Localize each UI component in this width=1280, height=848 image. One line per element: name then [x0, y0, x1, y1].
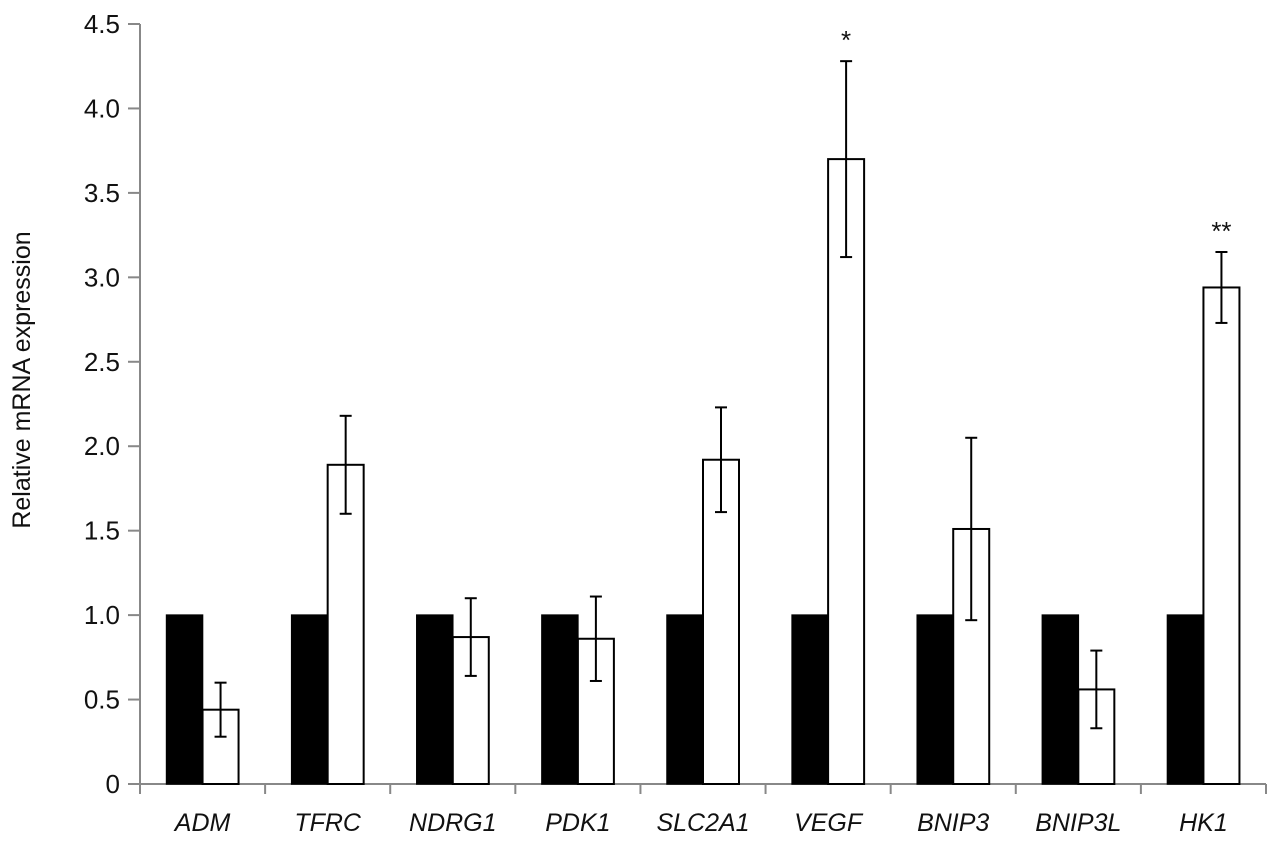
x-category-label: SLC2A1 — [656, 809, 749, 837]
x-category-label: ADM — [173, 809, 231, 837]
y-tick-label: 2.0 — [84, 431, 120, 461]
x-category-label: HK1 — [1179, 809, 1228, 837]
y-tick-label: 0.5 — [84, 685, 120, 715]
significance-marker: * — [841, 25, 851, 55]
bar-solid — [165, 614, 204, 785]
x-category-label: NDRG1 — [409, 809, 497, 837]
significance-marker: ** — [1211, 216, 1231, 246]
x-category-label: VEGF — [794, 809, 864, 837]
bar-solid — [290, 614, 329, 785]
y-tick-label: 2.5 — [84, 347, 120, 377]
y-tick-label: 1.0 — [84, 600, 120, 630]
bar-solid — [1166, 614, 1205, 785]
bar-open — [827, 158, 866, 786]
bar-open — [451, 636, 490, 785]
y-axis: 0 0.5 1.0 1.5 2.0 2.5 3.0 3.5 4.0 4.5 — [84, 9, 141, 799]
x-category-label: BNIP3 — [917, 809, 989, 837]
y-tick-label: 3.5 — [84, 178, 120, 208]
bar-solid — [916, 614, 954, 785]
bar-solid — [666, 614, 704, 785]
bar-solid — [541, 614, 579, 785]
bar-open — [702, 458, 740, 785]
x-category-label: BNIP3L — [1035, 809, 1121, 837]
x-category-label: TFRC — [294, 809, 362, 837]
x-category-label: PDK1 — [545, 809, 610, 837]
y-tick-label: 1.5 — [84, 516, 120, 546]
bar-solid — [416, 614, 454, 785]
y-tick-label: 4.5 — [84, 9, 120, 39]
bar-solid — [1041, 614, 1080, 785]
bar-solid — [791, 614, 829, 785]
y-tick-label: 3.0 — [84, 262, 120, 292]
y-axis-title: Relative mRNA expression — [8, 231, 36, 528]
significance-annotations: *** — [841, 25, 1232, 246]
y-tick-label: 0 — [106, 769, 120, 799]
bar-open — [1202, 286, 1241, 785]
bars — [165, 158, 1241, 786]
error-bars — [214, 60, 1228, 738]
y-tick-label: 4.0 — [84, 93, 120, 123]
x-axis: ADM TFRC NDRG1 PDK1 SLC2A1 VEGF BNIP3 BNIP3L HK1 — [139, 783, 1267, 837]
